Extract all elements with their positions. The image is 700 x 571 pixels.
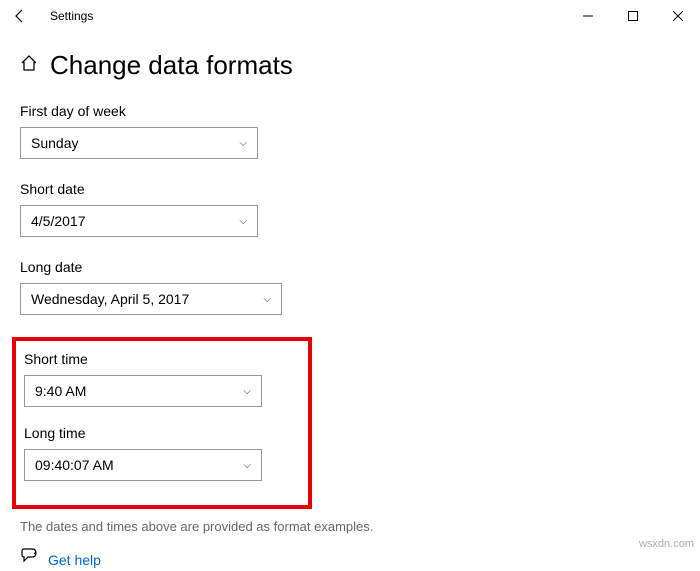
field-label: Long date <box>20 259 680 275</box>
dropdown-value: Sunday <box>31 135 78 151</box>
get-help-link[interactable]: Get help <box>48 552 101 568</box>
first-day-dropdown[interactable]: Sunday ⌵ <box>20 127 258 159</box>
field-label: Short time <box>24 351 298 367</box>
highlight-box: Short time 9:40 AM ⌵ Long time 09:40:07 … <box>12 337 312 509</box>
help-row: Get help <box>20 548 680 571</box>
dropdown-value: 4/5/2017 <box>31 213 86 229</box>
field-label: Short date <box>20 181 680 197</box>
short-time-dropdown[interactable]: 9:40 AM ⌵ <box>24 375 262 407</box>
titlebar: Settings <box>0 0 700 32</box>
short-date-dropdown[interactable]: 4/5/2017 ⌵ <box>20 205 258 237</box>
format-note: The dates and times above are provided a… <box>20 519 680 534</box>
window-title: Settings <box>50 9 93 23</box>
chevron-down-icon: ⌵ <box>263 294 271 305</box>
chevron-down-icon: ⌵ <box>243 386 251 397</box>
maximize-button[interactable] <box>610 0 655 32</box>
chevron-down-icon: ⌵ <box>243 460 251 471</box>
content: Change data formats First day of week Su… <box>0 32 700 571</box>
chevron-down-icon: ⌵ <box>239 216 247 227</box>
field-first-day: First day of week Sunday ⌵ <box>20 103 680 159</box>
field-short-time: Short time 9:40 AM ⌵ <box>20 351 298 407</box>
chevron-down-icon: ⌵ <box>239 138 247 149</box>
page-header: Change data formats <box>20 50 680 81</box>
home-icon[interactable] <box>20 54 38 77</box>
field-label: Long time <box>24 425 298 441</box>
dropdown-value: 9:40 AM <box>35 383 86 399</box>
watermark: wsxdn.com <box>639 538 694 550</box>
field-long-time: Long time 09:40:07 AM ⌵ <box>20 425 298 481</box>
long-time-dropdown[interactable]: 09:40:07 AM ⌵ <box>24 449 262 481</box>
field-label: First day of week <box>20 103 680 119</box>
dropdown-value: Wednesday, April 5, 2017 <box>31 291 189 307</box>
field-short-date: Short date 4/5/2017 ⌵ <box>20 181 680 237</box>
dropdown-value: 09:40:07 AM <box>35 457 114 473</box>
field-long-date: Long date Wednesday, April 5, 2017 ⌵ <box>20 259 680 315</box>
close-button[interactable] <box>655 0 700 32</box>
help-icon <box>20 548 38 571</box>
long-date-dropdown[interactable]: Wednesday, April 5, 2017 ⌵ <box>20 283 282 315</box>
page-title: Change data formats <box>50 50 293 81</box>
back-button[interactable] <box>0 0 40 32</box>
window-controls <box>565 0 700 32</box>
minimize-button[interactable] <box>565 0 610 32</box>
